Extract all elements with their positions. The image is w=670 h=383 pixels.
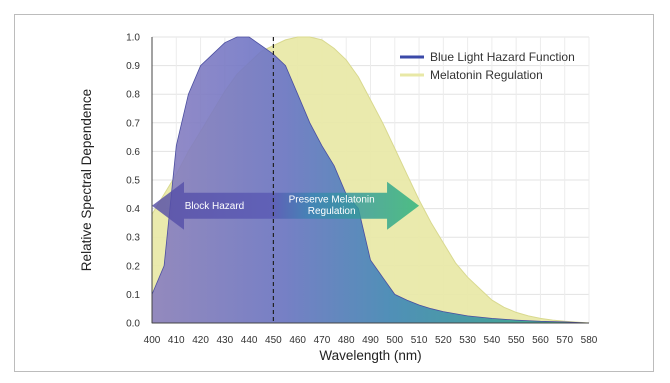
- x-tick-label: 410: [168, 335, 185, 346]
- x-axis-title: Wavelength (nm): [319, 348, 421, 363]
- axes: [151, 37, 589, 324]
- preserve-melatonin-label-line2: Regulation: [308, 206, 356, 217]
- x-tick-label: 510: [411, 335, 428, 346]
- x-tick-label: 400: [144, 335, 161, 346]
- plot-areas: [151, 36, 590, 324]
- y-tick-label: 0.8: [126, 90, 140, 101]
- y-tick-label: 0.0: [126, 319, 140, 330]
- x-tick-label: 490: [362, 335, 379, 346]
- chart-frame: Block Hazard Preserve Melatonin Regulati…: [14, 14, 654, 372]
- x-tick-label: 560: [532, 335, 549, 346]
- x-tick-label: 430: [216, 335, 233, 346]
- legend-label-melatonin-regulation: Melatonin Regulation: [430, 68, 543, 82]
- annotation-arrow: Block Hazard Preserve Melatonin Regulati…: [152, 181, 420, 230]
- tick-labels: 0.0 0.1 0.2 0.3 0.4 0.5 0.6 0.7 0.8 0.9 1.0 400 410 4…: [126, 33, 598, 347]
- preserve-melatonin-label-line1: Preserve Melatonin: [289, 195, 375, 206]
- y-tick-label: 0.2: [126, 261, 140, 272]
- x-tick-label: 500: [386, 335, 403, 346]
- y-tick-label: 0.4: [126, 204, 140, 215]
- y-tick-label: 1.0: [126, 33, 140, 44]
- y-tick-label: 0.9: [126, 61, 140, 72]
- y-tick-label: 0.3: [126, 233, 140, 244]
- y-tick-label: 0.7: [126, 118, 140, 129]
- x-tick-label: 530: [459, 335, 476, 346]
- legend-label-blue-light-hazard: Blue Light Hazard Function: [430, 50, 575, 64]
- block-hazard-label: Block Hazard: [185, 201, 244, 212]
- y-tick-label: 0.1: [126, 290, 140, 301]
- x-tick-label: 440: [241, 335, 258, 346]
- x-tick-label: 550: [508, 335, 525, 346]
- y-tick-label: 0.6: [126, 147, 140, 158]
- x-tick-label: 580: [581, 335, 598, 346]
- double-arrow: [152, 181, 420, 230]
- x-tick-label: 420: [192, 335, 209, 346]
- y-tick-label: 0.5: [126, 176, 140, 187]
- legend: Blue Light Hazard Function Melatonin Reg…: [400, 50, 575, 82]
- x-tick-label: 460: [289, 335, 306, 346]
- x-tick-label: 520: [435, 335, 452, 346]
- x-tick-label: 570: [556, 335, 573, 346]
- x-tick-label: 540: [484, 335, 501, 346]
- blue-light-hazard-area: [151, 36, 590, 324]
- x-tick-label: 480: [338, 335, 355, 346]
- x-tick-label: 450: [265, 335, 282, 346]
- spectral-chart: Block Hazard Preserve Melatonin Regulati…: [79, 33, 598, 364]
- x-tick-label: 470: [314, 335, 331, 346]
- y-axis-title: Relative Spectral Dependence: [79, 89, 94, 271]
